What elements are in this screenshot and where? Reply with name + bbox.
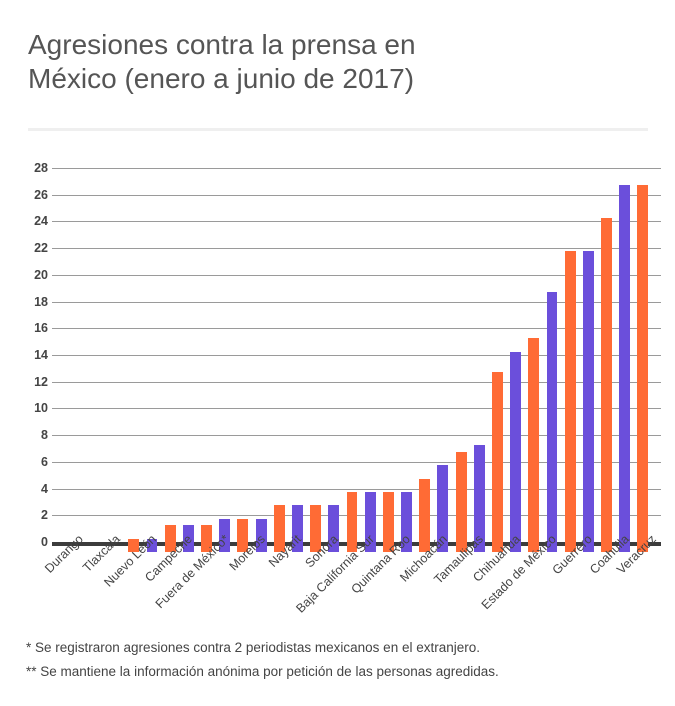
gridline-14 bbox=[52, 355, 661, 356]
y-axis-tick-22: 22 bbox=[34, 241, 48, 256]
bar[interactable] bbox=[201, 525, 212, 552]
title-divider bbox=[28, 128, 648, 131]
bar[interactable] bbox=[128, 538, 140, 552]
bar[interactable] bbox=[510, 351, 522, 552]
x-axis-label-6: Nayarit bbox=[266, 532, 305, 570]
bar[interactable] bbox=[164, 525, 176, 552]
bar[interactable] bbox=[382, 491, 394, 552]
y-axis-tick-10: 10 bbox=[34, 401, 48, 416]
gridline-10 bbox=[52, 408, 661, 410]
y-axis-tick-8: 8 bbox=[41, 428, 48, 443]
y-axis-tick-0: 0 bbox=[41, 535, 48, 549]
bar[interactable] bbox=[401, 491, 412, 552]
chart-plot-area: 0 2 4 6 8 10 12 14 16 18 20 22 24 26 28 bbox=[0, 142, 675, 552]
gridline-6 bbox=[52, 461, 661, 463]
gridline-22 bbox=[52, 248, 661, 250]
gridline-28 bbox=[52, 168, 661, 169]
page-title: Agresiones contra la prensa en México (e… bbox=[28, 29, 416, 94]
y-axis-tick-26: 26 bbox=[34, 187, 48, 202]
gridline-24 bbox=[52, 221, 661, 223]
gridline-8 bbox=[52, 435, 661, 437]
y-axis-tick-18: 18 bbox=[34, 294, 48, 309]
footnote-1: * Se registraron agresiones contra 2 per… bbox=[26, 640, 480, 655]
title-block: Agresiones contra la prensa en México (e… bbox=[28, 28, 628, 96]
bar[interactable] bbox=[564, 251, 576, 552]
bar[interactable] bbox=[146, 538, 158, 552]
x-axis-label-5: Morelos bbox=[226, 532, 268, 574]
y-axis-tick-6: 6 bbox=[41, 454, 48, 469]
footnotes: * Se registraron agresiones contra 2 per… bbox=[26, 636, 646, 684]
gridline-18 bbox=[52, 301, 661, 303]
x-axis-labels: Durango Tlaxcala Nuevo León Campeche Fuera d… bbox=[42, 532, 675, 632]
bar[interactable] bbox=[219, 518, 231, 552]
bar[interactable] bbox=[619, 184, 631, 552]
y-axis-tick-14: 14 bbox=[34, 348, 48, 362]
bar[interactable] bbox=[601, 218, 612, 552]
bar[interactable] bbox=[528, 338, 540, 552]
bar[interactable] bbox=[255, 518, 267, 552]
bar[interactable] bbox=[273, 505, 285, 552]
gridline-16 bbox=[52, 328, 661, 330]
y-axis-tick-28: 28 bbox=[34, 161, 48, 175]
bar[interactable] bbox=[437, 465, 449, 552]
bar[interactable] bbox=[492, 371, 503, 552]
y-axis-tick-20: 20 bbox=[34, 267, 48, 282]
bar[interactable] bbox=[292, 505, 303, 552]
gridline-26 bbox=[52, 194, 661, 196]
bar[interactable] bbox=[419, 478, 431, 552]
y-axis: 0 2 4 6 8 10 12 14 16 18 20 22 24 26 28 bbox=[18, 142, 48, 549]
gridline-12 bbox=[52, 381, 661, 383]
x-axis-label-0: Durango bbox=[42, 532, 87, 576]
bar[interactable] bbox=[310, 505, 322, 552]
y-axis-tick-12: 12 bbox=[34, 374, 48, 389]
y-axis-tick-2: 2 bbox=[41, 508, 48, 523]
bar[interactable] bbox=[637, 184, 649, 552]
footnote-2: ** Se mantiene la información anónima po… bbox=[26, 664, 499, 679]
y-axis-tick-16: 16 bbox=[34, 321, 48, 336]
bar[interactable] bbox=[346, 491, 358, 552]
bar[interactable] bbox=[582, 251, 594, 552]
y-axis-tick-24: 24 bbox=[34, 214, 48, 229]
bar[interactable] bbox=[328, 505, 340, 552]
bar[interactable] bbox=[237, 518, 249, 552]
bar-series bbox=[52, 142, 661, 552]
bar[interactable] bbox=[455, 451, 467, 552]
bar[interactable] bbox=[182, 525, 194, 552]
y-axis-tick-4: 4 bbox=[41, 481, 48, 496]
gridline-20 bbox=[52, 274, 661, 276]
gridline-4 bbox=[52, 488, 661, 490]
bar[interactable] bbox=[546, 291, 558, 552]
bar[interactable] bbox=[473, 445, 485, 552]
bar[interactable] bbox=[364, 491, 376, 552]
